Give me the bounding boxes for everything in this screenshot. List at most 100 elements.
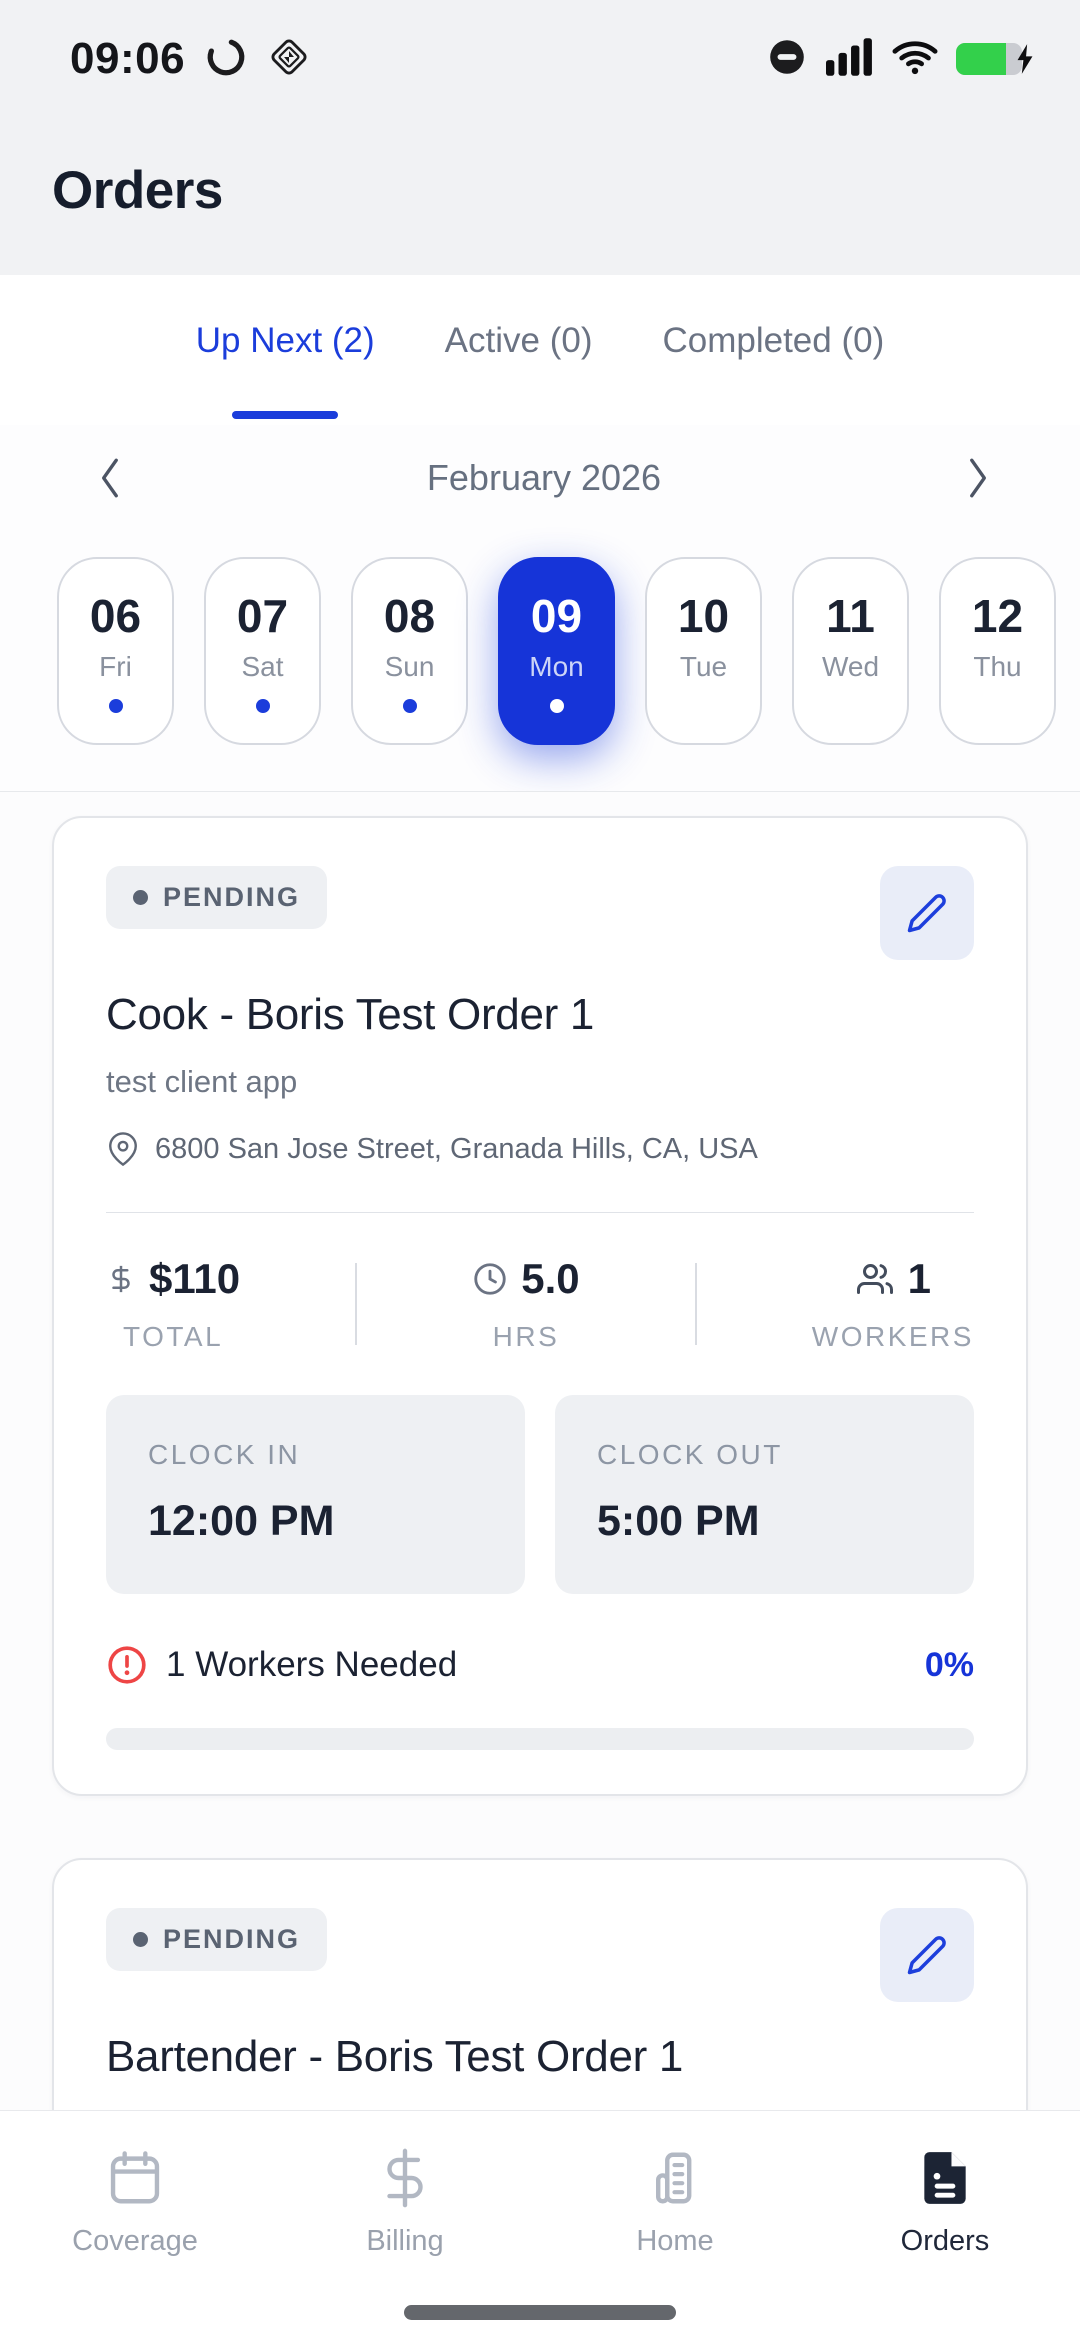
alert-icon (108, 1646, 146, 1684)
divider (106, 1212, 974, 1213)
clock-icon (474, 1263, 506, 1295)
header-area: 09:06 (0, 0, 1080, 275)
workers-needed-row: 1 Workers Needed 0% (106, 1644, 974, 1686)
order-tabs: Up Next (2) Active (0) Completed (0) (0, 275, 1080, 425)
nav-item-billing[interactable]: Billing (270, 2147, 540, 2258)
chevron-right-icon (970, 458, 986, 498)
nav-label-billing: Billing (366, 2225, 444, 2257)
workers-label: WORKERS (811, 1321, 974, 1352)
nav-label-home: Home (636, 2225, 714, 2257)
app-diamond-icon (267, 35, 311, 84)
nav-item-home[interactable]: Home (540, 2147, 810, 2258)
edit-order-button[interactable] (880, 866, 974, 960)
day-name: Sun (384, 651, 435, 682)
day-name: Tue (679, 651, 728, 682)
coverage-calendar-icon (110, 2151, 160, 2204)
tab-active[interactable]: Active (0) (445, 321, 593, 425)
status-label: PENDING (163, 1924, 301, 1954)
month-label: February 2026 (426, 457, 662, 498)
availability-dot (549, 699, 564, 713)
stat-workers: 1 WORKERS (812, 1255, 974, 1353)
card-header: PENDING (106, 866, 974, 960)
tab-completed[interactable]: Completed (0) (662, 321, 884, 425)
nav-label-orders: Orders (900, 2225, 990, 2257)
next-month-button[interactable] (962, 455, 992, 501)
date-pill-07[interactable]: 07 Sat (204, 557, 321, 745)
hours-value: 5.0 (521, 1255, 580, 1302)
day-number: 09 (530, 590, 583, 642)
loading-spinner-icon (205, 36, 247, 83)
order-stats: $110 TOTAL 5.0 HRS 1 WORKERS (106, 1255, 974, 1353)
status-bar-right (766, 36, 1033, 83)
stat-hours: 5.0 HRS (472, 1255, 580, 1353)
clock-in-value: 12:00 PM (148, 1497, 335, 1545)
date-pill-08[interactable]: 08 Sun (351, 557, 468, 745)
date-pill-12[interactable]: 12 Thu (939, 557, 1056, 745)
status-bar-left: 09:06 (70, 34, 311, 84)
workers-value: 1 (907, 1255, 932, 1302)
charging-bolt-icon (1012, 43, 1038, 80)
day-number: 12 (971, 590, 1024, 642)
clock-out-box: CLOCK OUT 5:00 PM (555, 1395, 974, 1594)
order-title: Cook - Boris Test Order 1 (106, 990, 595, 1039)
progress-bar (106, 1728, 974, 1750)
pencil-icon (907, 1936, 946, 1975)
status-bar: 09:06 (0, 0, 1080, 104)
battery-level (956, 43, 1006, 75)
pencil-icon (907, 894, 946, 933)
prev-month-button[interactable] (96, 455, 126, 501)
fill-percentage: 0% (924, 1645, 974, 1684)
day-number: 06 (89, 590, 142, 642)
date-carousel[interactable]: 06 Fri 07 Sat 08 Sun 09 Mon 10 Tue 11 We… (0, 519, 1080, 792)
month-navigation: February 2026 (0, 425, 1080, 519)
order-card-cook[interactable]: PENDING Cook - Boris Test Order 1 test c… (52, 816, 1028, 1796)
day-name: Sat (241, 651, 284, 682)
home-building-icon (656, 2152, 692, 2204)
day-name: Fri (99, 651, 132, 682)
clock-in-box: CLOCK IN 12:00 PM (106, 1395, 525, 1594)
status-badge: PENDING (106, 1908, 328, 1971)
clock-in-label: CLOCK IN (148, 1439, 301, 1470)
day-number: 08 (383, 590, 436, 642)
do-not-disturb-icon (766, 36, 808, 83)
nav-item-orders[interactable]: Orders (810, 2147, 1080, 2258)
day-number: 10 (677, 590, 730, 642)
status-dot (133, 890, 148, 905)
total-value: $110 (149, 1255, 241, 1302)
dollar-icon (112, 1265, 130, 1293)
workers-icon (856, 1264, 893, 1294)
date-pill-09-selected[interactable]: 09 Mon (498, 557, 615, 745)
tab-completed-label: Completed (0) (662, 321, 885, 360)
divider (355, 1263, 358, 1345)
tab-active-label: Active (0) (444, 321, 593, 360)
date-pill-11[interactable]: 11 Wed (792, 557, 909, 745)
page-title-wrap: Orders (0, 104, 1080, 275)
chevron-left-icon (102, 458, 118, 498)
battery-icon (956, 43, 1033, 75)
bottom-navigation: Coverage Billing Home Orders (0, 2110, 1080, 2340)
edit-order-button[interactable] (880, 1908, 974, 2002)
active-tab-underline (232, 411, 339, 419)
nav-item-coverage[interactable]: Coverage (0, 2147, 270, 2258)
orders-list: PENDING Cook - Boris Test Order 1 test c… (0, 792, 1080, 2340)
date-pill-06[interactable]: 06 Fri (57, 557, 174, 745)
cellular-signal-icon (826, 37, 874, 81)
day-number: 11 (826, 590, 875, 642)
date-pill-10[interactable]: 10 Tue (645, 557, 762, 745)
day-number: 07 (236, 590, 289, 642)
orders-document-icon (924, 2152, 966, 2204)
tab-up-next[interactable]: Up Next (2) (196, 321, 375, 425)
status-badge: PENDING (106, 866, 328, 929)
hours-label: HRS (492, 1321, 560, 1352)
billing-dollar-icon (387, 2148, 423, 2208)
availability-dot (402, 699, 417, 713)
divider (694, 1263, 697, 1345)
order-address: 6800 San Jose Street, Granada Hills, CA,… (155, 1132, 758, 1165)
availability-dot (108, 699, 123, 713)
home-indicator[interactable] (404, 2305, 676, 2320)
clock-out-value: 5:00 PM (597, 1497, 760, 1545)
nav-label-coverage: Coverage (72, 2225, 198, 2257)
availability-dot (255, 699, 270, 713)
total-label: TOTAL (122, 1321, 224, 1352)
clock-out-label: CLOCK OUT (597, 1439, 783, 1470)
